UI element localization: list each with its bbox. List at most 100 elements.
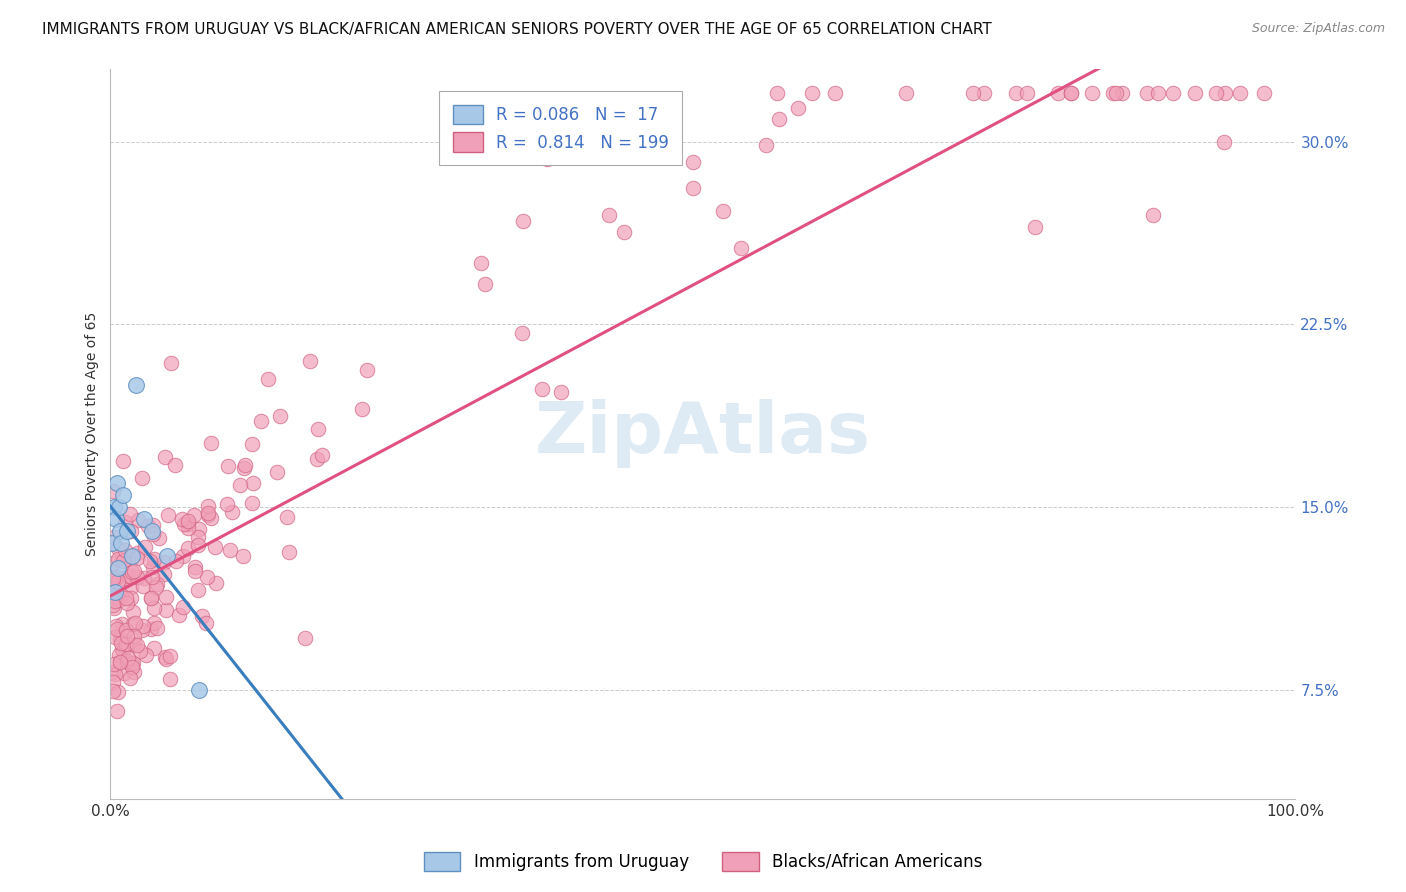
Point <box>111 642 134 657</box>
Point <box>1017 86 1039 100</box>
Y-axis label: Seniors Poverty Over the Age of 65: Seniors Poverty Over the Age of 65 <box>86 311 100 556</box>
Point <box>1161 86 1184 100</box>
Point <box>101 571 124 585</box>
Point <box>755 138 778 153</box>
Point <box>187 538 209 552</box>
Point <box>157 508 180 522</box>
Point <box>107 561 129 575</box>
Point <box>1060 86 1083 100</box>
Point <box>125 378 148 392</box>
Point <box>167 608 190 623</box>
Point <box>824 86 846 100</box>
Point <box>101 675 124 690</box>
Point <box>163 458 186 472</box>
Point <box>299 353 322 368</box>
Point <box>127 513 149 527</box>
Point <box>101 536 124 550</box>
Point <box>269 409 291 424</box>
Point <box>107 574 129 588</box>
Point <box>172 549 194 563</box>
Point <box>183 508 205 522</box>
Point <box>1047 86 1070 100</box>
Point <box>787 101 810 115</box>
Point <box>121 565 143 579</box>
Point <box>294 632 316 646</box>
Point <box>266 465 288 479</box>
Point <box>117 551 139 566</box>
Point <box>101 599 124 613</box>
Point <box>307 422 329 436</box>
Point <box>104 594 127 608</box>
Point <box>277 545 299 559</box>
Point <box>177 521 200 535</box>
Point <box>104 630 127 644</box>
Point <box>187 530 209 544</box>
Point <box>121 549 143 563</box>
Point <box>101 483 124 498</box>
Point <box>117 651 139 665</box>
Point <box>107 541 129 556</box>
Point <box>682 155 704 169</box>
Point <box>107 685 129 699</box>
Point <box>145 580 167 594</box>
Point <box>510 326 533 340</box>
Point <box>142 527 165 541</box>
Point <box>550 384 572 399</box>
Point <box>143 601 166 615</box>
Point <box>124 616 146 631</box>
Point <box>613 225 636 239</box>
Point <box>973 86 995 100</box>
Point <box>1213 86 1236 100</box>
Point <box>195 569 218 583</box>
Point <box>101 556 124 570</box>
Point <box>114 637 136 651</box>
Point <box>177 541 200 555</box>
Point <box>1102 86 1125 100</box>
Point <box>232 461 254 475</box>
Point <box>205 576 228 591</box>
Point <box>104 585 127 599</box>
Point <box>242 476 264 491</box>
Point <box>121 617 143 632</box>
Point <box>1024 219 1046 234</box>
Text: Source: ZipAtlas.com: Source: ZipAtlas.com <box>1251 22 1385 36</box>
Point <box>108 592 131 607</box>
Point <box>1105 86 1128 100</box>
Point <box>112 571 135 585</box>
Point <box>143 640 166 655</box>
Point <box>121 660 143 674</box>
Point <box>184 560 207 574</box>
Point <box>115 629 138 643</box>
Point <box>139 554 162 568</box>
Point <box>142 560 165 574</box>
Point <box>108 655 131 669</box>
Point <box>173 516 195 531</box>
Point <box>470 255 492 269</box>
Point <box>159 672 181 686</box>
Point <box>1229 86 1251 100</box>
Point <box>682 180 704 194</box>
Point <box>110 636 132 650</box>
Point <box>307 452 329 467</box>
Point <box>139 622 162 636</box>
Point <box>311 448 333 462</box>
Point <box>240 496 263 510</box>
Point <box>105 512 128 526</box>
Point <box>103 591 125 605</box>
Point <box>121 549 143 563</box>
Point <box>105 569 128 583</box>
Point <box>112 488 135 502</box>
Point <box>711 204 734 219</box>
Point <box>114 623 136 637</box>
Point <box>101 574 124 588</box>
Point <box>153 566 176 581</box>
Point <box>108 524 131 539</box>
Point <box>1080 86 1102 100</box>
Point <box>200 436 222 450</box>
Text: ZipAtlas: ZipAtlas <box>534 400 870 468</box>
Point <box>125 570 148 584</box>
Point <box>120 580 142 594</box>
Point <box>250 414 273 428</box>
Point <box>200 510 222 524</box>
Point <box>217 497 239 511</box>
